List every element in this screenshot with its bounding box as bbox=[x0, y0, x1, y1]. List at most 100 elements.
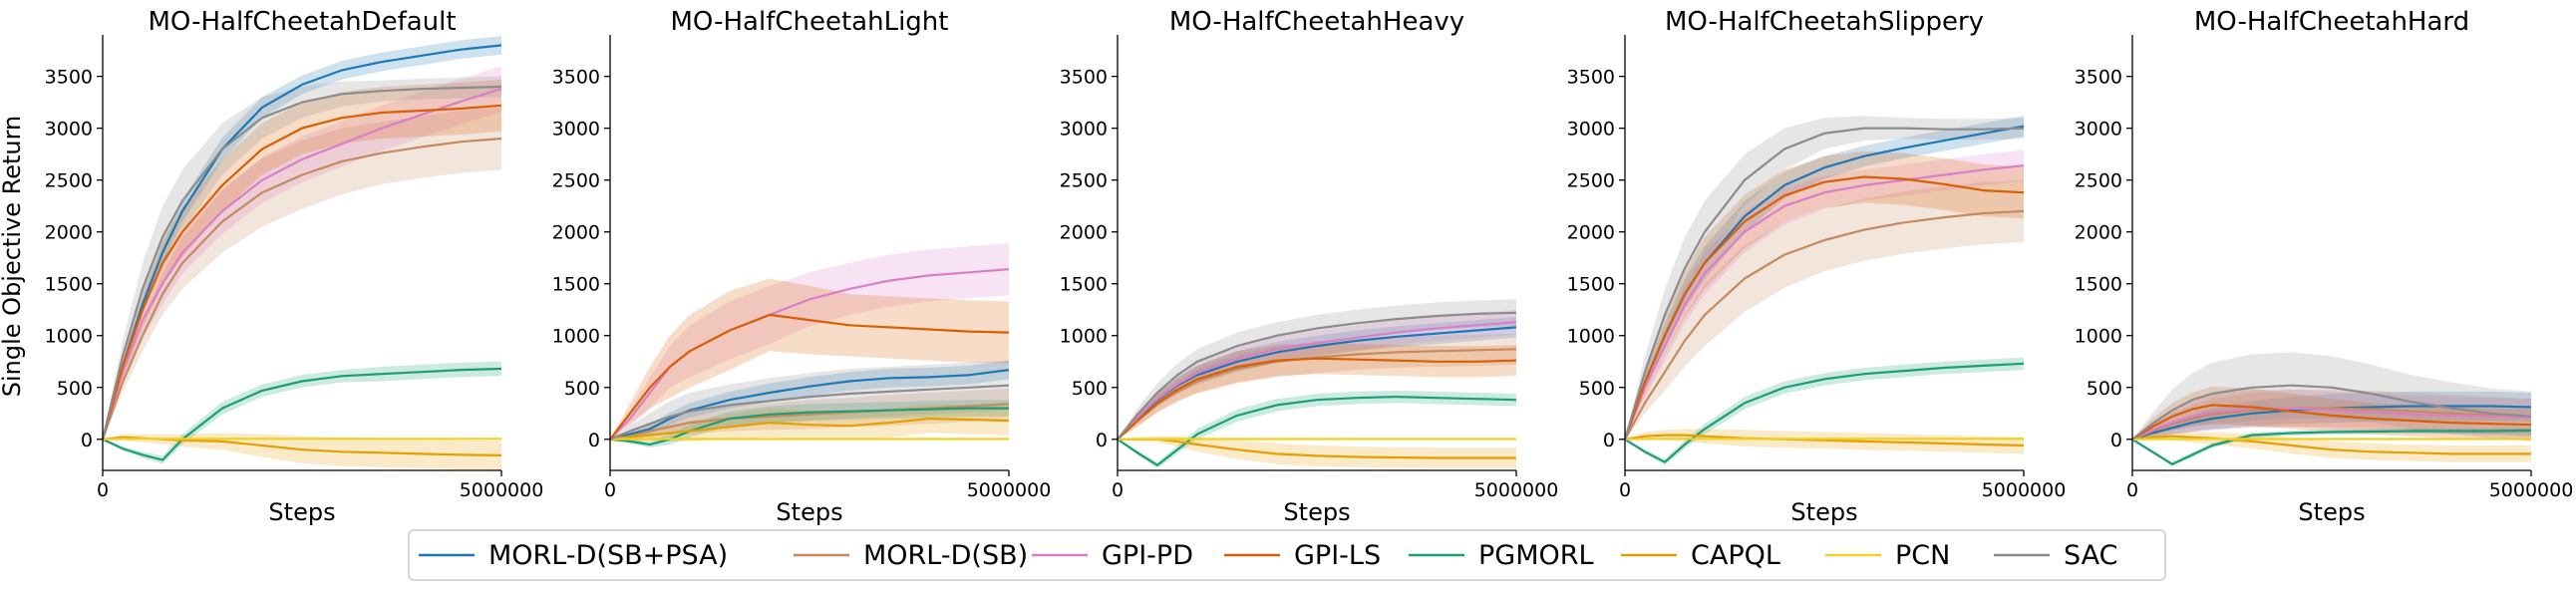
legend-frame bbox=[408, 529, 2166, 581]
y-tick-label: 2000 bbox=[1060, 222, 1108, 244]
legend-label: CAPQL bbox=[1691, 540, 1780, 571]
series-line-SAC bbox=[1117, 311, 1517, 441]
x-tick-label: 5000000 bbox=[967, 479, 1052, 501]
x-axis-label: Steps bbox=[1790, 498, 1857, 526]
y-tick-label: 1000 bbox=[2075, 326, 2122, 348]
panel-3: MO-HalfCheetahHeavy 0 500 1000 1500 2000 2500 3… bbox=[1060, 7, 1559, 526]
y-tick-label: 3000 bbox=[45, 119, 93, 141]
y-axis-label: Single Objective Return bbox=[0, 116, 26, 397]
chart-panels: MO-HalfCheetahDefault 0 500 1000 1500 2000 250… bbox=[45, 7, 2574, 526]
series-line-GPI-PD bbox=[2131, 407, 2532, 441]
panel-title: MO-HalfCheetahLight bbox=[671, 7, 949, 37]
legend: MORL-D(SB+PSA) MORL-D(SB) GPI-PD GPI-LS PGMO… bbox=[408, 529, 2166, 581]
band-SAC bbox=[103, 76, 501, 440]
band-SAC bbox=[1625, 116, 2024, 440]
y-tick-label: 2500 bbox=[45, 170, 93, 192]
y-tick-label: 2500 bbox=[2075, 170, 2122, 192]
y-tick-label: 1000 bbox=[552, 326, 600, 348]
series-line-MORL-D(SB) bbox=[1624, 209, 2025, 441]
legend-label: PCN bbox=[1895, 540, 1950, 571]
series-line-PGMORL bbox=[1624, 362, 2025, 463]
y-tick-label: 2500 bbox=[552, 170, 600, 192]
y-tick-label: 3500 bbox=[2075, 67, 2122, 89]
y-tick-label: 3500 bbox=[552, 67, 600, 89]
series-line-PCN bbox=[102, 438, 501, 441]
band-CAPQL bbox=[103, 433, 501, 470]
panel-title: MO-HalfCheetahSlippery bbox=[1665, 7, 1984, 37]
band-MORL-D(SB+PSA) bbox=[1625, 116, 2024, 440]
series-line-GPI-LS bbox=[101, 104, 502, 441]
y-tick-label: 1000 bbox=[45, 326, 93, 348]
y-tick-label: 1000 bbox=[1567, 326, 1615, 348]
x-axis-label: Steps bbox=[268, 498, 335, 526]
x-tick-label: 0 bbox=[97, 479, 109, 501]
series-line-PCN bbox=[1624, 438, 2024, 441]
legend-label: GPI-PD bbox=[1102, 540, 1193, 571]
legend-item: GPI-PD bbox=[1032, 540, 1193, 571]
y-tick-label: 1500 bbox=[552, 274, 600, 296]
y-tick-label: 2000 bbox=[45, 222, 93, 244]
y-tick-label: 3000 bbox=[2075, 119, 2122, 141]
y-tick-label: 1500 bbox=[45, 274, 93, 296]
y-tick-label: 1500 bbox=[1060, 274, 1108, 296]
series-line-GPI-LS bbox=[1117, 357, 1517, 441]
y-tick-label: 2500 bbox=[1567, 170, 1615, 192]
y-tick-label: 3500 bbox=[1567, 67, 1615, 89]
series-line-MORL-D(SB) bbox=[101, 137, 502, 441]
panel-title: MO-HalfCheetahHeavy bbox=[1169, 7, 1464, 37]
panel-1: MO-HalfCheetahDefault 0 500 1000 1500 2000 250… bbox=[45, 7, 544, 526]
legend-label: PGMORL bbox=[1478, 540, 1594, 571]
band-GPI-LS bbox=[1625, 150, 2024, 440]
y-tick-label: 3000 bbox=[1060, 119, 1108, 141]
y-tick-label: 0 bbox=[81, 430, 93, 451]
band-GPI-LS bbox=[103, 79, 501, 440]
panel-5: MO-HalfCheetahHard 0 500 1000 1500 2000 2500 30… bbox=[2075, 7, 2574, 526]
panel-2: MO-HalfCheetahLight 0 500 1000 1500 2000 2500 3… bbox=[552, 7, 1052, 526]
x-tick-label: 0 bbox=[1619, 479, 1631, 501]
series-line-CAPQL bbox=[609, 417, 1010, 441]
band-MORL-D(SB) bbox=[1625, 179, 2024, 440]
band-SAC bbox=[2132, 352, 2531, 442]
series-line-CAPQL bbox=[2131, 435, 2531, 455]
legend-item: CAPQL bbox=[1621, 540, 1780, 571]
x-axis-label: Steps bbox=[776, 498, 842, 526]
y-tick-label: 500 bbox=[1072, 378, 1108, 400]
y-tick-label: 1500 bbox=[2075, 274, 2122, 296]
x-tick-label: 5000000 bbox=[460, 479, 544, 501]
y-tick-label: 2000 bbox=[552, 222, 600, 244]
x-axis-label: Steps bbox=[2298, 498, 2365, 526]
y-tick-label: 3000 bbox=[552, 119, 600, 141]
x-tick-label: 5000000 bbox=[1474, 479, 1559, 501]
y-tick-label: 500 bbox=[1579, 378, 1615, 400]
band-GPI-PD bbox=[1118, 309, 1516, 440]
band-CAPQL bbox=[610, 404, 1009, 442]
series-line-GPI-PD bbox=[101, 88, 502, 441]
legend-item: SAC bbox=[1994, 540, 2118, 571]
y-tick-label: 2000 bbox=[2075, 222, 2122, 244]
y-tick-label: 3500 bbox=[45, 67, 93, 89]
y-tick-label: 500 bbox=[564, 378, 600, 400]
y-tick-label: 1500 bbox=[1567, 274, 1615, 296]
band-GPI-LS bbox=[2132, 386, 2531, 441]
series-line-GPI-LS bbox=[1623, 175, 2025, 441]
x-tick-label: 0 bbox=[1112, 479, 1124, 501]
y-tick-label: 2000 bbox=[1567, 222, 1615, 244]
series-line-MORL-D(SB+PSA) bbox=[101, 44, 502, 441]
legend-item: PGMORL bbox=[1409, 540, 1594, 571]
y-tick-label: 500 bbox=[57, 378, 93, 400]
series-line-PGMORL bbox=[102, 367, 502, 461]
series-line-PGMORL bbox=[609, 407, 1009, 446]
legend-label: MORL-D(SB) bbox=[863, 540, 1028, 571]
x-tick-label: 0 bbox=[604, 479, 616, 501]
band-CAPQL bbox=[1118, 436, 1516, 468]
y-tick-label: 2500 bbox=[1060, 170, 1108, 192]
legend-item: GPI-LS bbox=[1224, 540, 1381, 571]
band-MORL-D(SB+PSA) bbox=[610, 360, 1009, 440]
series-line-SAC bbox=[2131, 384, 2532, 441]
x-tick-label: 5000000 bbox=[2489, 479, 2574, 501]
band-GPI-PD bbox=[610, 243, 1009, 440]
panel-title: MO-HalfCheetahHard bbox=[2194, 7, 2469, 37]
x-tick-label: 0 bbox=[2126, 479, 2138, 501]
series-line-GPI-LS bbox=[2131, 404, 2532, 441]
legend-item: MORL-D(SB) bbox=[794, 540, 1028, 571]
